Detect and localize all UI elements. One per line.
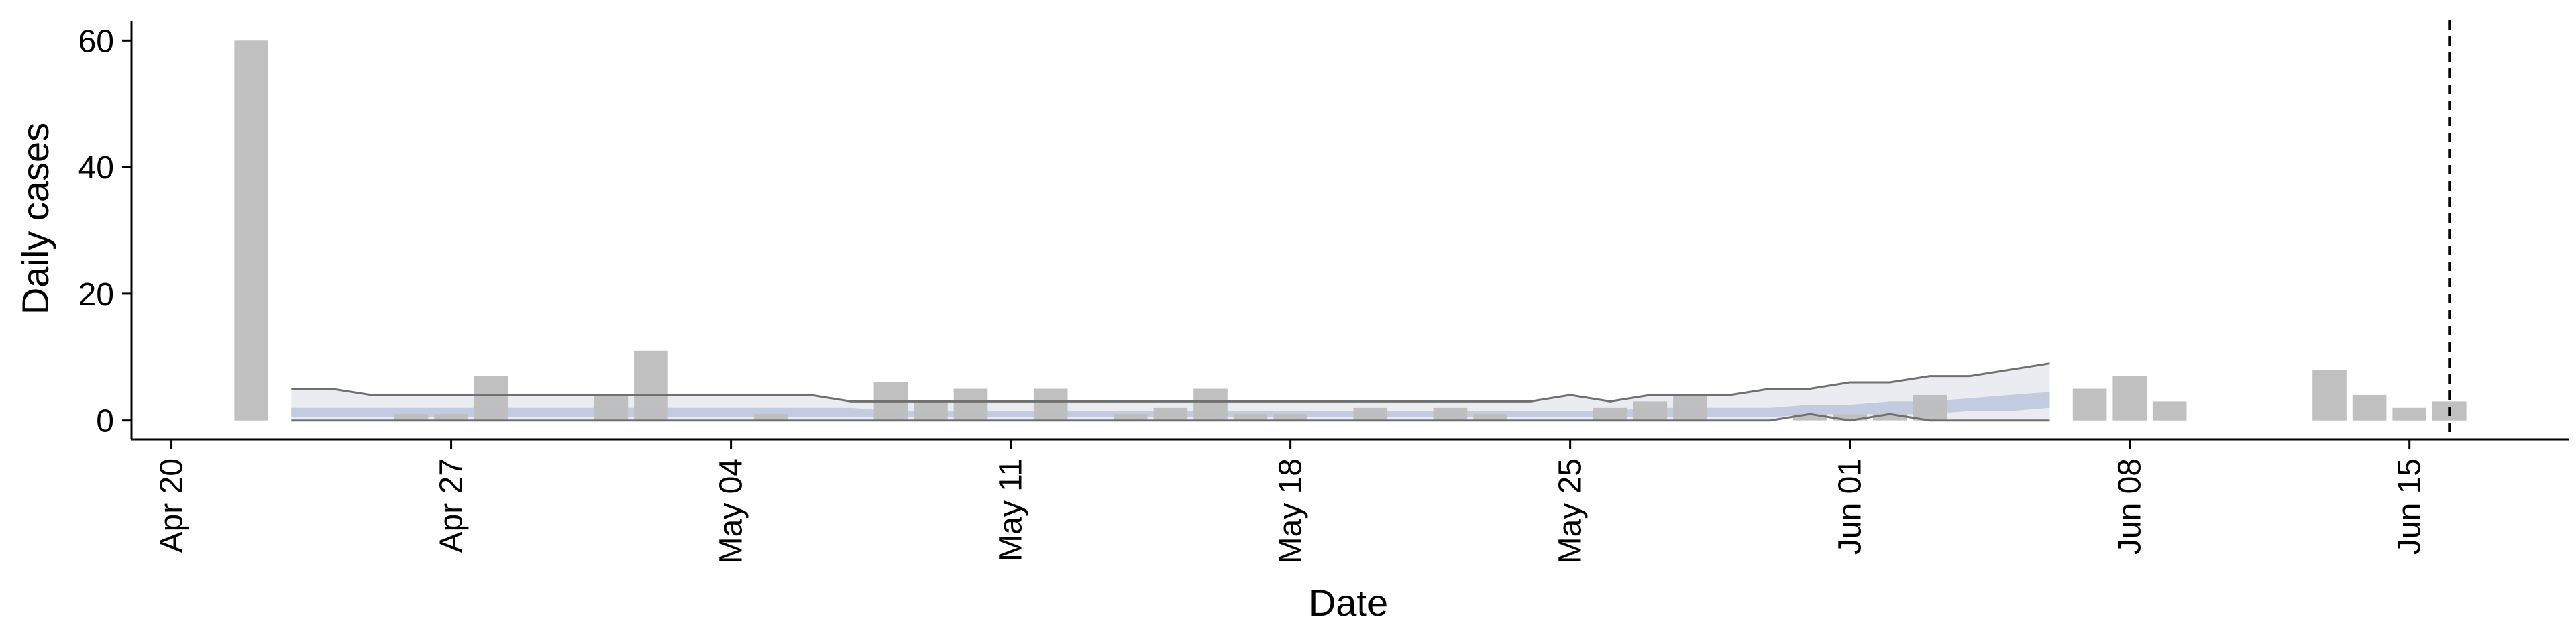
- bar: [634, 350, 668, 421]
- y-tick-label: 60: [78, 23, 114, 59]
- bar: [1633, 401, 1668, 421]
- bar: [1273, 414, 1307, 421]
- x-ticks: Apr 20 Apr 27 May 04 May 11 May 18 May 25 Jun …: [154, 439, 2428, 564]
- bar: [1913, 394, 1947, 421]
- bar: [394, 414, 429, 421]
- forecast-bound-lines: [291, 362, 2050, 422]
- x-tick-label: Jun 01: [1833, 458, 1868, 555]
- bar: [1872, 414, 1907, 421]
- bar: [474, 376, 508, 421]
- x-tick-label: May 18: [1273, 458, 1309, 564]
- bar: [234, 40, 268, 421]
- y-tick-label: 20: [78, 277, 114, 313]
- bar: [1153, 407, 1188, 421]
- bar: [2072, 388, 2107, 421]
- bar: [1114, 414, 1148, 421]
- bar: [2352, 394, 2387, 421]
- y-tick-label: 40: [78, 150, 114, 186]
- x-tick-label: May 11: [994, 458, 1029, 561]
- bar: [753, 414, 788, 421]
- x-tick-label: May 04: [714, 458, 749, 564]
- bar: [2392, 407, 2426, 421]
- forecast-band-outer: [291, 363, 2050, 421]
- bar: [953, 388, 988, 421]
- axes: [130, 21, 2569, 441]
- bar: [1233, 414, 1268, 421]
- x-tick-label: Jun 08: [2112, 458, 2148, 555]
- x-tick-label: May 25: [1553, 458, 1589, 564]
- bar: [2312, 370, 2347, 421]
- bar: [1833, 414, 1867, 421]
- x-tick-label: Apr 20: [154, 458, 190, 553]
- bar: [2112, 376, 2147, 421]
- y-ticks: 0 20 40 60: [78, 23, 131, 439]
- x-tick-label: Jun 15: [2392, 458, 2428, 555]
- bar: [434, 414, 468, 421]
- bar: [1033, 388, 1068, 421]
- bar: [1193, 388, 1228, 421]
- x-axis-title: Date: [1309, 582, 1388, 624]
- bar: [594, 394, 629, 421]
- lower-bound-line: [291, 413, 2050, 422]
- upper-bound-line: [291, 362, 2050, 402]
- y-tick-label: 0: [96, 404, 114, 439]
- bar: [1433, 407, 1468, 421]
- bar: [1673, 394, 1707, 421]
- bar: [1792, 414, 1827, 421]
- bar: [1473, 414, 1507, 421]
- bars: [234, 40, 2467, 421]
- bar: [1353, 407, 1388, 421]
- y-axis-title: Daily cases: [14, 123, 56, 315]
- bar: [2152, 401, 2187, 421]
- bar: [914, 401, 948, 421]
- bar: [1593, 407, 1627, 421]
- x-tick-label: Apr 27: [434, 458, 470, 553]
